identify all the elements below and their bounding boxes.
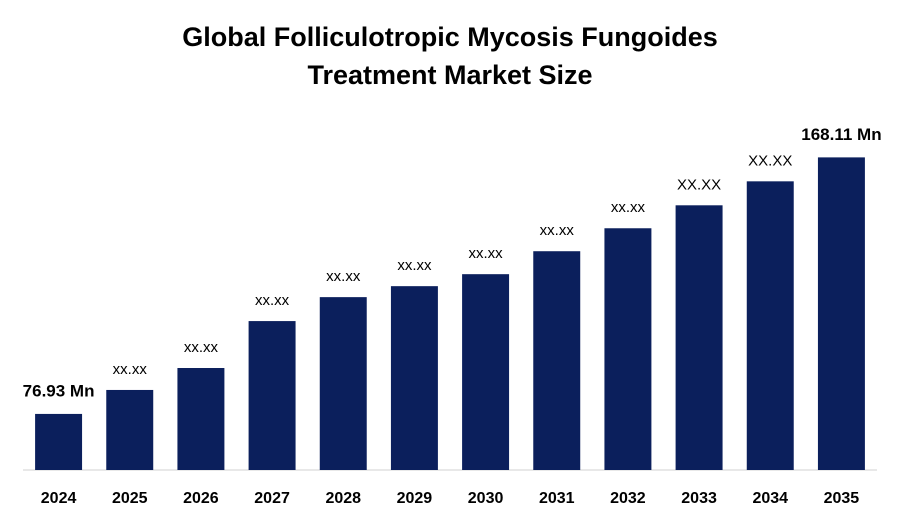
bar (106, 389, 154, 470)
data-label: XX.XX (748, 152, 792, 169)
data-label: XX.XX (677, 176, 721, 193)
data-label: 168.11 Mn (801, 125, 881, 144)
data-label: xx.xx (397, 257, 432, 274)
data-label: xx.xx (184, 339, 219, 356)
data-label: xx.xx (255, 292, 290, 309)
data-label: xx.xx (468, 245, 503, 262)
data-label: xx.xx (113, 361, 148, 378)
bar (675, 205, 723, 470)
x-tick-label: 2029 (397, 490, 433, 507)
x-tick-label: 2033 (681, 490, 717, 507)
bar (177, 368, 225, 470)
x-tick-label: 2025 (112, 490, 148, 507)
x-tick-label: 2030 (468, 490, 504, 507)
x-tick-label: 2028 (325, 490, 361, 507)
bar (248, 321, 296, 470)
x-tick-label: 2034 (752, 490, 788, 507)
data-label: xx.xx (326, 268, 361, 285)
x-tick-label: 2032 (610, 490, 646, 507)
bar (319, 297, 367, 470)
bar (746, 181, 794, 471)
chart-title: Global Folliculotropic Mycosis Fungoides… (182, 22, 718, 90)
x-tick-label: 2031 (539, 490, 575, 507)
x-tick-label: 2024 (41, 490, 77, 507)
x-tick-label: 2035 (824, 490, 860, 507)
data-label: xx.xx (611, 199, 646, 216)
bar (533, 251, 581, 470)
bar (35, 413, 83, 470)
bar (462, 274, 510, 470)
x-tick-label: 2026 (183, 490, 219, 507)
bar (390, 286, 438, 470)
x-tick-label: 2027 (254, 490, 290, 507)
data-label: xx.xx (540, 222, 575, 239)
data-label: 76.93 Mn (23, 381, 95, 400)
bar (817, 157, 865, 470)
bar (604, 228, 652, 470)
